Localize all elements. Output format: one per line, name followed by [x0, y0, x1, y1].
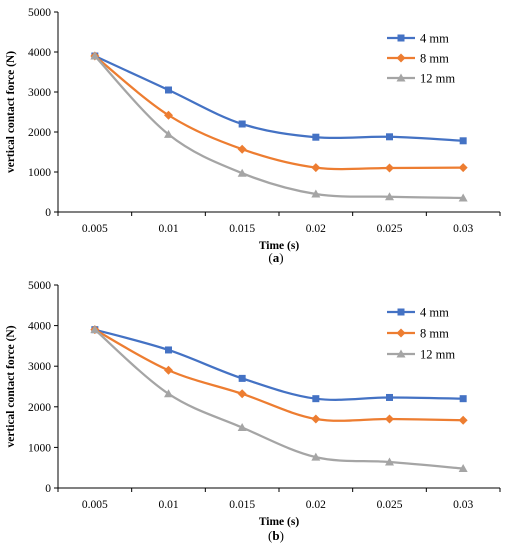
data-point — [459, 395, 467, 403]
data-point — [385, 414, 394, 424]
data-point — [458, 193, 468, 202]
y-tick-label: 1000 — [28, 167, 51, 179]
y-tick-label: 5000 — [28, 7, 51, 19]
series-12-mm — [90, 51, 468, 202]
legend-label: 12 mm — [420, 348, 455, 362]
x-tick-label: 0.005 — [82, 223, 108, 235]
series-4-mm — [91, 326, 467, 403]
legend-entry: 12 mm — [387, 348, 455, 362]
data-point — [238, 374, 246, 382]
x-tick-label: 0.03 — [453, 223, 473, 235]
legend-entry: 4 mm — [387, 32, 449, 46]
data-point — [311, 414, 321, 424]
x-tick-label: 0.01 — [158, 499, 178, 511]
x-tick-label: 0.03 — [453, 499, 473, 511]
legend-label: 8 mm — [420, 52, 449, 66]
data-point — [237, 389, 247, 399]
data-point — [90, 325, 100, 334]
y-tick-label: 4000 — [28, 47, 51, 59]
y-tick-label: 0 — [45, 207, 51, 219]
data-point — [311, 163, 321, 173]
legend-entry: 8 mm — [387, 52, 449, 66]
legend-entry: 12 mm — [387, 72, 455, 86]
legend-marker — [397, 308, 405, 316]
series-8-mm — [90, 325, 468, 425]
legend-label: 8 mm — [420, 327, 449, 341]
chart-panel-b: 0 1000 2000 3000 4000 5000 0.005 0.01 0.015 0.02 0… — [5, 280, 501, 543]
data-point — [164, 129, 173, 138]
data-point — [311, 452, 321, 461]
data-point — [165, 346, 172, 354]
legend-label: 4 mm — [420, 32, 449, 46]
data-point — [386, 133, 393, 141]
y-tick-label: 3000 — [28, 87, 51, 99]
data-point — [164, 389, 173, 398]
data-point — [386, 393, 393, 401]
y-tick-label: 1000 — [28, 442, 51, 454]
data-point — [238, 120, 246, 128]
data-point — [237, 168, 247, 177]
legend-marker — [396, 73, 406, 82]
series-line — [94, 54, 464, 142]
y-tick-label: 4000 — [28, 321, 51, 333]
legend-entry: 8 mm — [387, 327, 449, 341]
x-tick-label: 0.01 — [158, 223, 178, 235]
y-axis-title: vertical contact force (N) — [5, 325, 17, 447]
legend-label: 4 mm — [420, 306, 449, 320]
data-point — [458, 415, 468, 425]
series-line — [94, 55, 464, 171]
data-point — [459, 137, 467, 145]
x-tick-label: 0.025 — [377, 223, 403, 235]
legend-entry: 4 mm — [387, 306, 449, 320]
chart-panel-a: 0 1000 2000 3000 4000 5000 0.005 0.01 0.015 0.02 0… — [5, 7, 501, 265]
series-4-mm — [91, 52, 467, 145]
y-axis-title: vertical contact force (N) — [5, 51, 17, 173]
x-tick-label: 0.02 — [306, 223, 326, 235]
data-point — [385, 163, 394, 173]
x-axis-title: Time (s) — [259, 240, 300, 252]
series-line — [94, 328, 464, 401]
legend-marker — [396, 328, 406, 338]
data-point — [385, 192, 394, 201]
legend-marker — [397, 34, 405, 42]
y-tick-label: 5000 — [28, 280, 51, 292]
panel-label: (a) — [268, 250, 283, 265]
y-tick-label: 2000 — [28, 127, 51, 139]
x-tick-label: 0.025 — [377, 499, 403, 511]
legend-label: 12 mm — [420, 72, 455, 86]
y-tick-label: 0 — [45, 483, 51, 495]
data-point — [311, 189, 321, 198]
y-tick-label: 3000 — [28, 361, 51, 373]
data-point — [164, 365, 173, 375]
x-tick-label: 0.015 — [229, 499, 255, 511]
data-point — [90, 51, 100, 60]
x-axis-title: Time (s) — [259, 516, 300, 528]
y-tick-label: 2000 — [28, 402, 51, 414]
data-point — [164, 110, 173, 120]
x-tick-label: 0.015 — [229, 223, 255, 235]
series-12-mm — [90, 325, 468, 473]
x-tick-label: 0.005 — [82, 499, 108, 511]
data-point — [385, 457, 394, 466]
legend-marker — [396, 53, 406, 63]
series-line — [94, 328, 464, 422]
series-8-mm — [90, 51, 468, 173]
data-point — [165, 86, 172, 94]
data-point — [458, 163, 468, 173]
data-point — [237, 423, 247, 432]
x-tick-label: 0.02 — [306, 499, 326, 511]
panel-label: (b) — [268, 528, 284, 543]
data-point — [237, 144, 247, 154]
series-line — [94, 328, 464, 470]
legend-marker — [396, 349, 406, 358]
series-line — [94, 55, 464, 200]
data-point — [312, 133, 320, 141]
data-point — [312, 395, 320, 403]
data-point — [458, 464, 468, 473]
